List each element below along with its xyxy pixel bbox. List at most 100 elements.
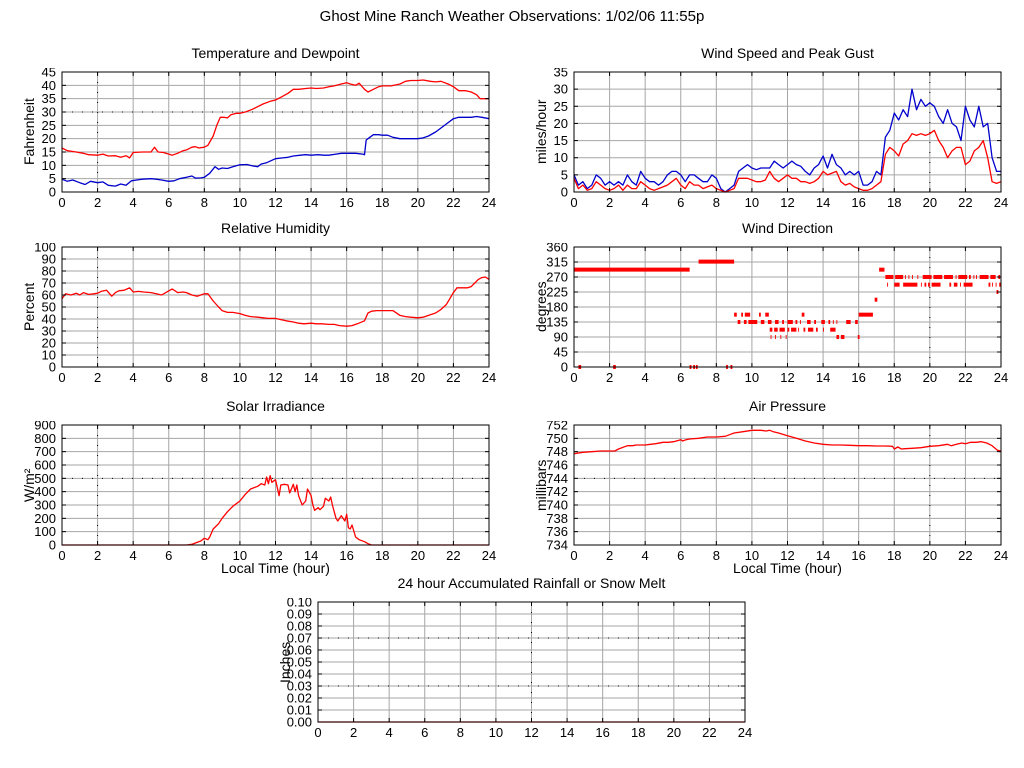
svg-text:10: 10 xyxy=(745,548,759,563)
svg-text:16: 16 xyxy=(851,195,865,210)
svg-text:0.09: 0.09 xyxy=(287,607,312,622)
svg-text:4: 4 xyxy=(642,195,649,210)
svg-text:10: 10 xyxy=(745,370,759,385)
svg-text:746: 746 xyxy=(546,458,568,473)
svg-text:45: 45 xyxy=(42,68,56,80)
svg-text:5: 5 xyxy=(561,167,568,182)
svg-text:22: 22 xyxy=(958,548,972,563)
svg-text:0: 0 xyxy=(58,548,65,563)
chart-title-relative-humidity: Relative Humidity xyxy=(221,220,330,236)
svg-text:16: 16 xyxy=(851,370,865,385)
svg-text:5: 5 xyxy=(49,171,56,186)
svg-text:0: 0 xyxy=(561,185,568,200)
svg-text:10: 10 xyxy=(42,348,56,363)
chart-rainfall: 24 hour Accumulated Rainfall or Snow Mel… xyxy=(256,574,761,768)
svg-text:0.08: 0.08 xyxy=(287,619,312,634)
svg-text:0: 0 xyxy=(49,360,56,375)
svg-text:18: 18 xyxy=(375,370,389,385)
svg-text:0: 0 xyxy=(58,370,65,385)
chart-wind-speed-gust: Wind Speed and Peak Gust miles/hour 0 5 10… xyxy=(512,44,1017,240)
svg-text:24: 24 xyxy=(482,195,496,210)
page-title: Ghost Mine Ranch Weather Observations: 1… xyxy=(319,8,705,25)
svg-text:12: 12 xyxy=(268,370,282,385)
svg-text:4: 4 xyxy=(130,195,137,210)
svg-text:4: 4 xyxy=(130,370,137,385)
chart-title-solar-irradiance: Solar Irradiance xyxy=(226,398,325,414)
svg-text:16: 16 xyxy=(595,725,609,740)
svg-text:10: 10 xyxy=(745,195,759,210)
svg-text:0.10: 0.10 xyxy=(287,598,312,610)
svg-text:0.00: 0.00 xyxy=(287,715,312,730)
svg-text:0: 0 xyxy=(570,195,577,210)
svg-text:8: 8 xyxy=(201,370,208,385)
svg-text:300: 300 xyxy=(34,498,56,513)
svg-text:30: 30 xyxy=(42,105,56,120)
svg-text:25: 25 xyxy=(554,99,568,114)
chart-temperature-dewpoint: Temperature and Dewpoint Fahrenheit 0 5 10… xyxy=(0,44,505,240)
svg-text:0.04: 0.04 xyxy=(287,667,312,682)
svg-text:16: 16 xyxy=(339,370,353,385)
chart-title-wind-speed-gust: Wind Speed and Peak Gust xyxy=(701,45,874,61)
svg-text:0.07: 0.07 xyxy=(287,631,312,646)
svg-text:30: 30 xyxy=(554,82,568,97)
svg-text:40: 40 xyxy=(42,312,56,327)
svg-text:744: 744 xyxy=(546,471,568,486)
svg-text:18: 18 xyxy=(375,548,389,563)
svg-text:800: 800 xyxy=(34,431,56,446)
svg-text:60: 60 xyxy=(42,288,56,303)
svg-text:20: 20 xyxy=(554,116,568,131)
svg-text:20: 20 xyxy=(42,336,56,351)
svg-text:225: 225 xyxy=(546,285,568,300)
x-axis-label-local-time-pressure: Local Time (hour) xyxy=(733,560,842,576)
svg-text:10: 10 xyxy=(42,158,56,173)
svg-text:35: 35 xyxy=(42,91,56,106)
chart-relative-humidity: Relative Humidity Percent 0 10 20 30 40 50 60 7… xyxy=(0,219,505,415)
svg-text:750: 750 xyxy=(546,431,568,446)
svg-text:22: 22 xyxy=(958,370,972,385)
svg-text:25: 25 xyxy=(42,118,56,133)
svg-text:20: 20 xyxy=(923,195,937,210)
svg-text:900: 900 xyxy=(34,421,56,433)
svg-text:10: 10 xyxy=(554,150,568,165)
svg-text:14: 14 xyxy=(560,725,574,740)
svg-text:6: 6 xyxy=(165,370,172,385)
chart-title-rainfall: 24 hour Accumulated Rainfall or Snow Mel… xyxy=(397,575,666,591)
chart-solar-irradiance: Solar Irradiance W/m² 0 100 200 300 400 500 60… xyxy=(0,397,505,597)
svg-text:70: 70 xyxy=(42,276,56,291)
svg-text:18: 18 xyxy=(887,195,901,210)
svg-text:18: 18 xyxy=(887,370,901,385)
svg-text:20: 20 xyxy=(411,548,425,563)
svg-text:748: 748 xyxy=(546,444,568,459)
svg-text:0: 0 xyxy=(570,548,577,563)
svg-text:12: 12 xyxy=(268,548,282,563)
svg-text:15: 15 xyxy=(554,133,568,148)
svg-text:12: 12 xyxy=(780,548,794,563)
svg-text:14: 14 xyxy=(816,195,830,210)
svg-text:24: 24 xyxy=(994,370,1008,385)
svg-text:4: 4 xyxy=(386,725,393,740)
svg-text:0: 0 xyxy=(314,725,321,740)
svg-text:24: 24 xyxy=(994,548,1008,563)
svg-text:2: 2 xyxy=(350,725,357,740)
svg-text:734: 734 xyxy=(546,538,568,553)
svg-text:16: 16 xyxy=(339,195,353,210)
svg-text:8: 8 xyxy=(457,725,464,740)
svg-text:45: 45 xyxy=(554,345,568,360)
svg-text:8: 8 xyxy=(713,548,720,563)
svg-text:180: 180 xyxy=(546,300,568,315)
chart-air-pressure: Air Pressure millibars 734 736 738 740 742 74… xyxy=(512,397,1017,597)
svg-text:2: 2 xyxy=(94,548,101,563)
svg-text:0.05: 0.05 xyxy=(287,655,312,670)
svg-text:12: 12 xyxy=(780,370,794,385)
svg-text:50: 50 xyxy=(42,300,56,315)
svg-text:22: 22 xyxy=(446,195,460,210)
chart-wind-direction: Wind Direction degrees 0 45 90 135 180 225 270… xyxy=(512,219,1017,415)
svg-text:740: 740 xyxy=(546,498,568,513)
svg-text:22: 22 xyxy=(702,725,716,740)
svg-text:315: 315 xyxy=(546,255,568,270)
chart-title-air-pressure: Air Pressure xyxy=(748,398,827,414)
